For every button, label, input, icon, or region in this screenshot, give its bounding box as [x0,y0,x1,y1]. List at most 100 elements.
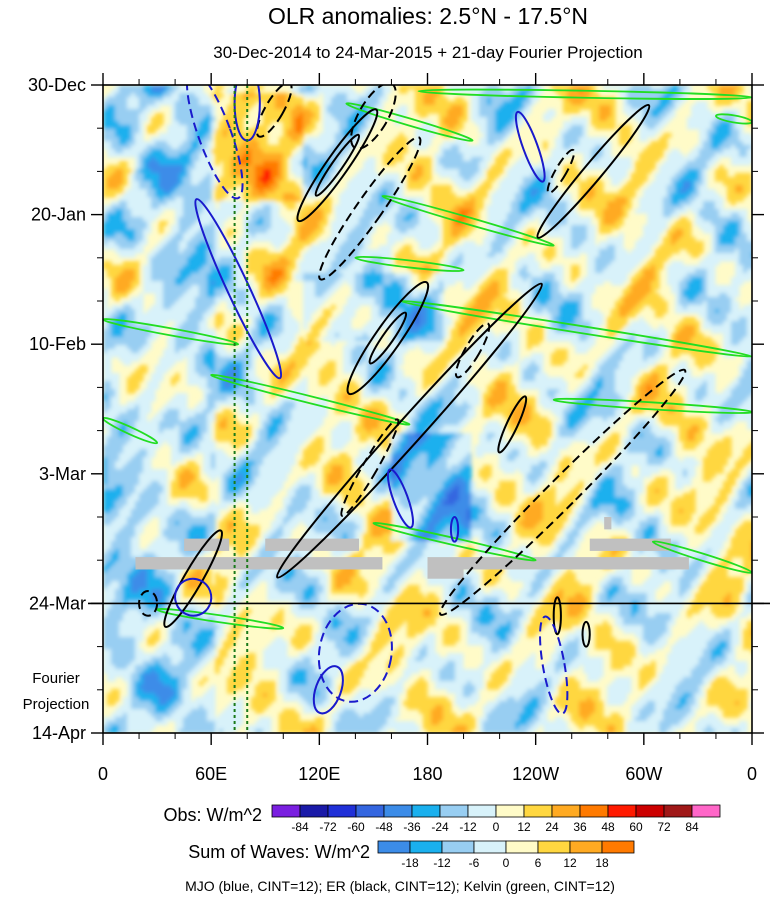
anomaly-cell [447,157,452,162]
anomaly-cell [263,145,268,150]
anomaly-cell [347,193,352,198]
anomaly-cell [451,161,456,166]
anomaly-cell [727,225,732,230]
anomaly-cell [267,217,272,222]
anomaly-cell [391,217,396,222]
anomaly-cell [575,117,580,122]
anomaly-cell [111,89,116,94]
anomaly-cell [443,161,448,166]
anomaly-cell [679,165,684,170]
anomaly-cell [107,125,112,130]
anomaly-cell [623,205,628,210]
anomaly-cell [739,157,744,162]
anomaly-cell [727,229,732,234]
anomaly-cell [411,225,416,230]
anomaly-cell [503,197,508,202]
anomaly-cell [187,133,192,138]
anomaly-cell [707,161,712,166]
anomaly-cell [691,153,696,158]
anomaly-cell [147,185,152,190]
anomaly-cell [659,245,664,250]
anomaly-cell [219,213,224,218]
anomaly-cell [131,233,136,238]
anomaly-cell [111,169,116,174]
anomaly-cell [743,141,748,146]
anomaly-cell [703,173,708,178]
anomaly-cell [255,193,260,198]
anomaly-cell [163,101,168,106]
anomaly-cell [515,221,520,226]
anomaly-cell [687,177,692,182]
anomaly-cell [215,245,220,250]
anomaly-cell [443,169,448,174]
anomaly-cell [487,233,492,238]
anomaly-cell [131,173,136,178]
anomaly-cell [463,185,468,190]
anomaly-cell [343,105,348,110]
anomaly-cell [163,169,168,174]
anomaly-cell [159,221,164,226]
anomaly-cell [699,173,704,178]
anomaly-cell [399,213,404,218]
anomaly-cell [123,145,128,150]
anomaly-cell [479,157,484,162]
anomaly-cell [267,117,272,122]
anomaly-cell [299,97,304,102]
anomaly-cell [151,169,156,174]
anomaly-cell [715,169,720,174]
anomaly-cell [723,173,728,178]
anomaly-cell [283,141,288,146]
anomaly-cell [211,109,216,114]
anomaly-cell [563,181,568,186]
anomaly-cell [419,161,424,166]
anomaly-cell [403,145,408,150]
anomaly-cell [119,149,124,154]
anomaly-cell [355,225,360,230]
anomaly-cell [515,169,520,174]
anomaly-cell [675,161,680,166]
anomaly-cell [263,193,268,198]
anomaly-cell [499,213,504,218]
anomaly-cell [207,125,212,130]
anomaly-cell [383,209,388,214]
anomaly-cell [303,209,308,214]
anomaly-cell [667,245,672,250]
anomaly-cell [419,221,424,226]
anomaly-cell [715,217,720,222]
anomaly-cell [523,213,528,218]
anomaly-cell [323,117,328,122]
anomaly-cell [323,89,328,94]
anomaly-cell [359,205,364,210]
anomaly-cell [663,113,668,118]
anomaly-cell [691,201,696,206]
anomaly-cell [511,197,516,202]
anomaly-cell [407,233,412,238]
anomaly-cell [199,93,204,98]
anomaly-cell [479,145,484,150]
anomaly-cell [311,121,316,126]
anomaly-cell [199,241,204,246]
anomaly-cell [123,173,128,178]
anomaly-cell [507,153,512,158]
anomaly-cell [403,89,408,94]
anomaly-cell [163,137,168,142]
anomaly-cell [639,237,644,242]
anomaly-cell [415,105,420,110]
anomaly-cell [559,209,564,214]
anomaly-cell [107,109,112,114]
anomaly-cell [383,189,388,194]
anomaly-cell [127,117,132,122]
anomaly-cell [439,101,444,106]
anomaly-cell [115,173,120,178]
anomaly-cell [715,225,720,230]
anomaly-cell [523,193,528,198]
anomaly-cell [479,129,484,134]
anomaly-cell [659,141,664,146]
anomaly-cell [607,125,612,130]
anomaly-cell [347,97,352,102]
anomaly-cell [367,221,372,226]
anomaly-cell [171,141,176,146]
anomaly-cell [167,233,172,238]
anomaly-cell [251,169,256,174]
anomaly-cell [167,245,172,250]
